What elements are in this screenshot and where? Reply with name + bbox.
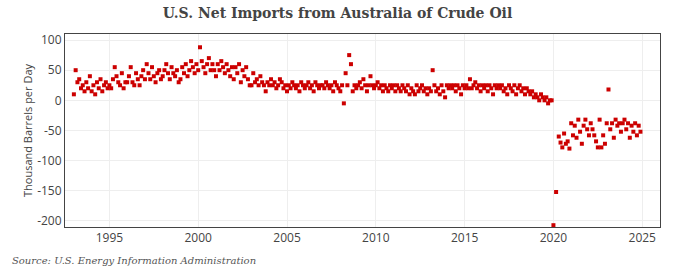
svg-text:1995: 1995 [96,229,124,246]
svg-text:2020: 2020 [540,229,568,246]
svg-text:-200: -200 [37,212,62,229]
svg-text:2005: 2005 [273,229,301,246]
svg-text:-150: -150 [37,182,62,199]
svg-text:50: 50 [48,61,62,78]
svg-text:2025: 2025 [629,229,657,246]
svg-text:Thousand Barrels per Day: Thousand Barrels per Day [20,64,35,197]
svg-text:-100: -100 [37,152,62,169]
svg-text:2015: 2015 [451,229,479,246]
svg-text:-50: -50 [44,122,62,139]
svg-text:U.S. Net Imports from Australi: U.S. Net Imports from Australia of Crude… [163,5,512,21]
svg-text:Source: U.S. Energy Informatio: Source: U.S. Energy Information Administ… [12,255,256,266]
svg-text:2010: 2010 [362,229,390,246]
svg-text:0: 0 [55,92,62,109]
svg-text:100: 100 [41,31,62,48]
svg-text:2000: 2000 [184,229,212,246]
